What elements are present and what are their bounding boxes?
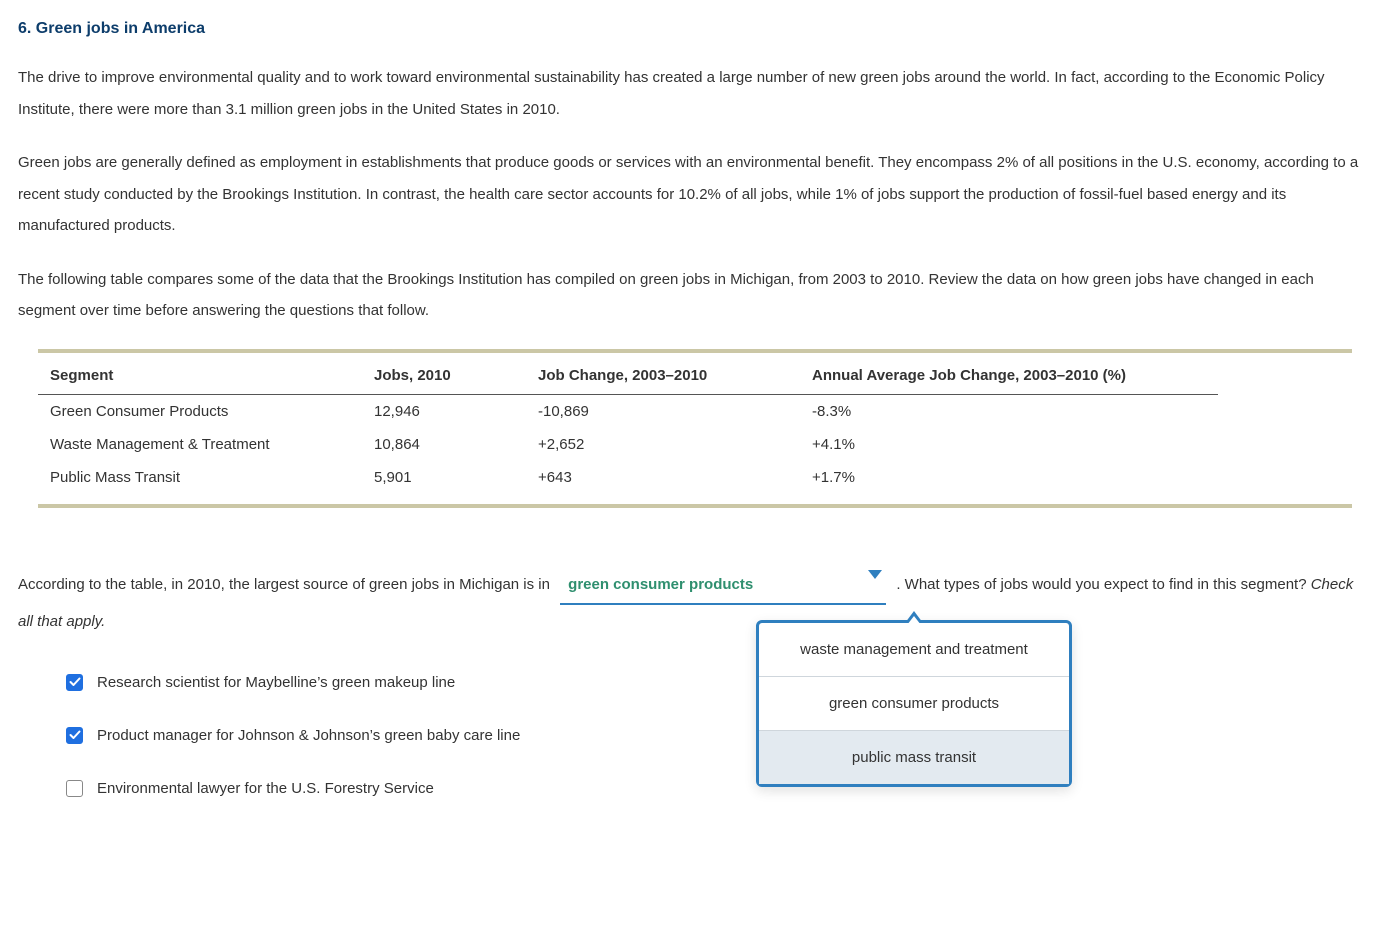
section-heading: 6. Green jobs in America <box>18 20 1372 38</box>
cell-segment: Public Mass Transit <box>38 461 362 504</box>
cell-segment: Green Consumer Products <box>38 394 362 428</box>
cell-pct: +1.7% <box>800 461 1218 504</box>
checkmark-icon <box>69 729 81 741</box>
table-row: Public Mass Transit 5,901 +643 +1.7% <box>38 461 1218 504</box>
col-annual-change: Annual Average Job Change, 2003–2010 (%) <box>800 353 1218 395</box>
cell-change: -10,869 <box>526 394 800 428</box>
cell-change: +643 <box>526 461 800 504</box>
checkbox[interactable] <box>66 727 83 744</box>
dropdown-field[interactable]: green consumer products <box>560 568 886 605</box>
checkbox-label: Environmental lawyer for the U.S. Forest… <box>97 772 434 805</box>
green-jobs-table: Segment Jobs, 2010 Job Change, 2003–2010… <box>38 353 1218 504</box>
dropdown-option[interactable]: public mass transit <box>759 731 1069 784</box>
checkbox[interactable] <box>66 674 83 691</box>
table-bottom-border <box>38 504 1352 508</box>
paragraph-2: Green jobs are generally defined as empl… <box>18 147 1372 242</box>
data-table-container: Segment Jobs, 2010 Job Change, 2003–2010… <box>38 349 1352 508</box>
dropdown-menu: waste management and treatment green con… <box>756 620 1072 787</box>
checkmark-icon <box>69 676 81 688</box>
question-text-before: According to the table, in 2010, the lar… <box>18 576 554 593</box>
question-block: According to the table, in 2010, the lar… <box>18 568 1372 805</box>
cell-pct: +4.1% <box>800 428 1218 461</box>
paragraph-1: The drive to improve environmental quali… <box>18 62 1372 125</box>
chevron-down-icon <box>868 570 882 579</box>
dropdown-option[interactable]: green consumer products <box>759 677 1069 731</box>
checkbox-label: Product manager for Johnson & Johnson’s … <box>97 719 520 752</box>
checkbox-row: Research scientist for Maybelline’s gree… <box>66 666 1372 699</box>
cell-jobs: 10,864 <box>362 428 526 461</box>
cell-pct: -8.3% <box>800 394 1218 428</box>
table-header-row: Segment Jobs, 2010 Job Change, 2003–2010… <box>38 353 1218 395</box>
col-job-change: Job Change, 2003–2010 <box>526 353 800 395</box>
paragraph-3: The following table compares some of the… <box>18 264 1372 327</box>
question-text-after: . What types of jobs would you expect to… <box>896 576 1310 593</box>
checkbox-row: Environmental lawyer for the U.S. Forest… <box>66 772 1372 805</box>
cell-jobs: 5,901 <box>362 461 526 504</box>
table-row: Waste Management & Treatment 10,864 +2,6… <box>38 428 1218 461</box>
col-jobs-2010: Jobs, 2010 <box>362 353 526 395</box>
col-segment: Segment <box>38 353 362 395</box>
cell-jobs: 12,946 <box>362 394 526 428</box>
checkbox[interactable] <box>66 780 83 797</box>
dropdown-option[interactable]: waste management and treatment <box>759 623 1069 677</box>
table-row: Green Consumer Products 12,946 -10,869 -… <box>38 394 1218 428</box>
cell-change: +2,652 <box>526 428 800 461</box>
cell-segment: Waste Management & Treatment <box>38 428 362 461</box>
checkbox-row: Product manager for Johnson & Johnson’s … <box>66 719 1372 752</box>
dropdown-selected-value: green consumer products <box>568 576 753 593</box>
checkbox-list: Research scientist for Maybelline’s gree… <box>18 666 1372 805</box>
checkbox-label: Research scientist for Maybelline’s gree… <box>97 666 455 699</box>
